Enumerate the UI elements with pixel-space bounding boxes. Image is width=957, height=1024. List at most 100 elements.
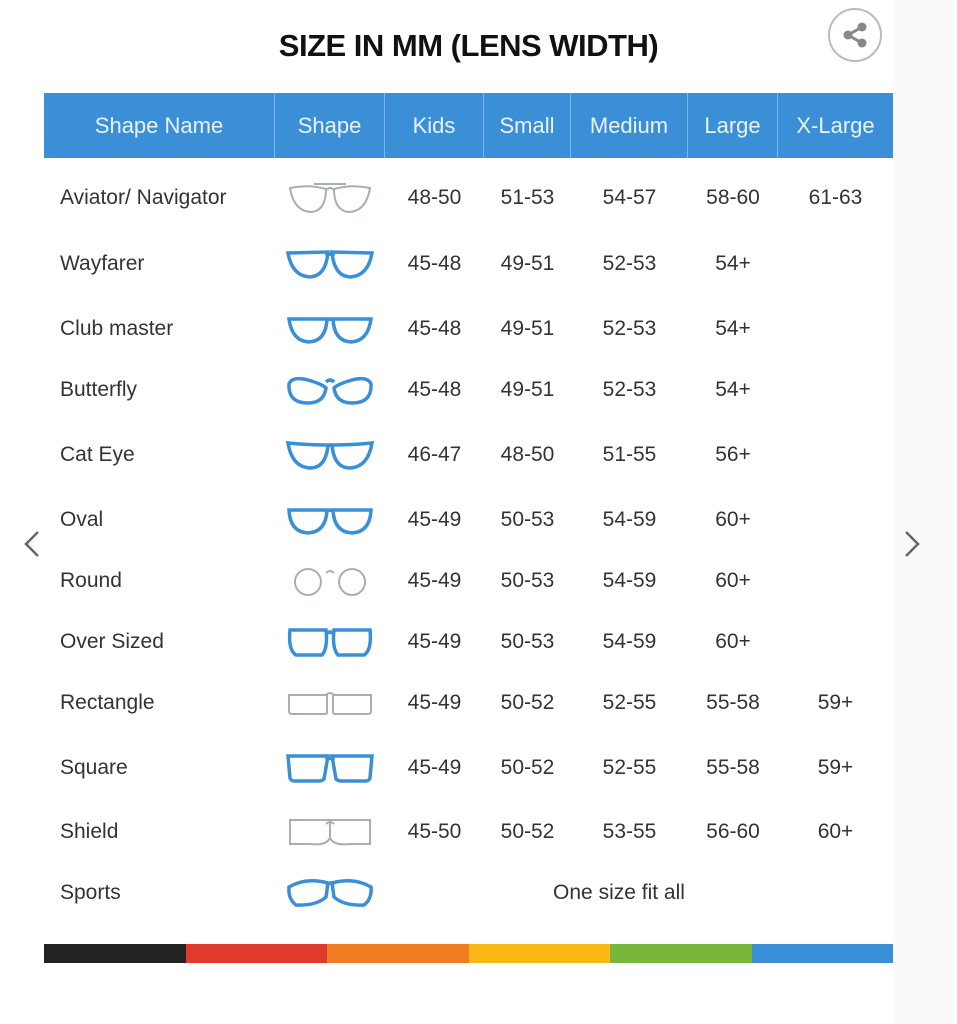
size-cell: 50-52 xyxy=(500,820,555,843)
color-bar xyxy=(44,944,893,963)
shape-name: Sports xyxy=(60,881,121,904)
size-cell: 54+ xyxy=(715,378,751,401)
shape-name: Over Sized xyxy=(60,630,164,653)
shape-name: Butterfly xyxy=(60,378,138,401)
oversized-glasses-icon xyxy=(275,624,385,660)
size-cell: 45-49 xyxy=(407,756,462,779)
cat-eye-glasses-icon xyxy=(275,437,385,473)
size-cell: 50-52 xyxy=(500,691,555,714)
size-cell: 60+ xyxy=(715,508,751,531)
color-segment xyxy=(751,944,893,963)
square-glasses-icon xyxy=(275,750,385,786)
size-cell: 54-59 xyxy=(602,569,657,592)
table-row: Rectangle 45-49 50-52 52-55 55-58 59+ xyxy=(44,673,893,733)
color-segment xyxy=(44,944,186,963)
shape-name: Aviator/ Navigator xyxy=(60,186,227,209)
chevron-left-icon[interactable] xyxy=(18,528,48,560)
table-row: Cat Eye 46-47 48-50 51-55 56+ xyxy=(44,425,893,485)
size-cell: 59+ xyxy=(817,691,854,714)
size-cell: 48-50 xyxy=(500,443,555,466)
wayfarer-glasses-icon xyxy=(275,246,385,282)
size-cell: 54-57 xyxy=(602,186,657,209)
sports-glasses-icon xyxy=(275,875,385,911)
shield-glasses-icon xyxy=(275,814,385,850)
shape-name: Club master xyxy=(60,317,174,340)
size-cell: 45-49 xyxy=(407,569,462,592)
table-header: Shape Name Shape Kids Small Medium Large X-Lar… xyxy=(44,93,893,158)
share-button[interactable] xyxy=(828,8,882,62)
column-header: Large xyxy=(688,93,778,158)
clubmaster-glasses-icon xyxy=(275,311,385,347)
size-cell: 60+ xyxy=(715,569,751,592)
size-cell: 45-48 xyxy=(407,317,462,340)
share-icon xyxy=(843,22,867,48)
table-row: Wayfarer 45-48 49-51 52-53 54+ xyxy=(44,234,893,294)
size-cell: 45-48 xyxy=(407,378,462,401)
column-header: Kids xyxy=(385,93,484,158)
table-row: Over Sized 45-49 50-53 54-59 60+ xyxy=(44,612,893,672)
size-cell: 52-53 xyxy=(602,378,657,401)
shape-name: Round xyxy=(60,569,122,592)
table-row: Oval 45-49 50-53 54-59 60+ xyxy=(44,490,893,550)
size-cell: 45-49 xyxy=(407,508,462,531)
size-cell: 50-52 xyxy=(500,756,555,779)
size-cell: 55-58 xyxy=(706,756,760,779)
table-row: Sports One size fit all xyxy=(44,863,893,923)
shape-name: Rectangle xyxy=(60,691,155,714)
size-cell: 60+ xyxy=(715,630,751,653)
size-cell: 45-49 xyxy=(407,691,462,714)
size-cell: 46-47 xyxy=(407,443,462,466)
size-cell: 55-58 xyxy=(706,691,760,714)
table-row: Shield 45-50 50-52 53-55 56-60 60+ xyxy=(44,802,893,862)
table-row: Square 45-49 50-52 52-55 55-58 59+ xyxy=(44,738,893,798)
round-glasses-icon xyxy=(275,563,385,599)
size-cell: 50-53 xyxy=(500,508,555,531)
rectangle-glasses-icon xyxy=(275,685,385,721)
shape-name: Shield xyxy=(60,820,119,843)
size-cell: 49-51 xyxy=(500,317,555,340)
column-header: X-Large xyxy=(796,112,875,138)
size-cell: 58-60 xyxy=(706,186,760,209)
page-title: SIZE IN MM (LENS WIDTH) xyxy=(278,28,659,63)
shape-name: Oval xyxy=(60,508,104,531)
table-row: Aviator/ Navigator 48-50 51-53 54-57 58-60 61… xyxy=(44,168,893,228)
page-margin xyxy=(893,0,957,1024)
column-header: Shape xyxy=(275,93,385,158)
size-cell: 49-51 xyxy=(500,378,555,401)
aviator-glasses-icon xyxy=(275,180,385,216)
shape-name: Wayfarer xyxy=(60,252,145,275)
size-cell: 45-50 xyxy=(407,820,462,843)
butterfly-glasses-icon xyxy=(275,372,385,408)
column-header: Medium xyxy=(571,93,688,158)
size-cell: 52-55 xyxy=(602,756,657,779)
size-cell: 53-55 xyxy=(602,820,657,843)
size-cell: 50-53 xyxy=(500,630,555,653)
size-cell: 56+ xyxy=(715,443,751,466)
size-cell: 50-53 xyxy=(500,569,555,592)
size-cell: 61-63 xyxy=(808,186,863,209)
size-cell: 49-51 xyxy=(500,252,555,275)
table-row: Club master 45-48 49-51 52-53 54+ xyxy=(44,299,893,359)
size-cell: 54+ xyxy=(715,252,751,275)
column-header: Shape Name xyxy=(44,93,275,158)
color-segment xyxy=(468,944,610,963)
size-cell: 45-49 xyxy=(407,630,462,653)
shape-name: Square xyxy=(60,756,128,779)
color-segment xyxy=(327,944,469,963)
size-cell: 60+ xyxy=(817,820,854,843)
size-cell: 45-48 xyxy=(407,252,462,275)
size-cell: One size fit all xyxy=(553,881,685,904)
column-header: Small xyxy=(484,93,571,158)
size-cell: 54+ xyxy=(715,317,751,340)
size-cell: 56-60 xyxy=(706,820,760,843)
size-cell: 51-53 xyxy=(500,186,555,209)
table-row: Round 45-49 50-53 54-59 60+ xyxy=(44,551,893,611)
color-segment xyxy=(185,944,327,963)
table-row: Butterfly 45-48 49-51 52-53 54+ xyxy=(44,360,893,420)
size-cell: 54-59 xyxy=(602,508,657,531)
size-cell: 51-55 xyxy=(602,443,657,466)
size-cell: 52-53 xyxy=(602,252,657,275)
chevron-right-icon[interactable] xyxy=(896,528,926,560)
size-cell: 59+ xyxy=(817,756,854,779)
size-cell: 52-55 xyxy=(602,691,657,714)
